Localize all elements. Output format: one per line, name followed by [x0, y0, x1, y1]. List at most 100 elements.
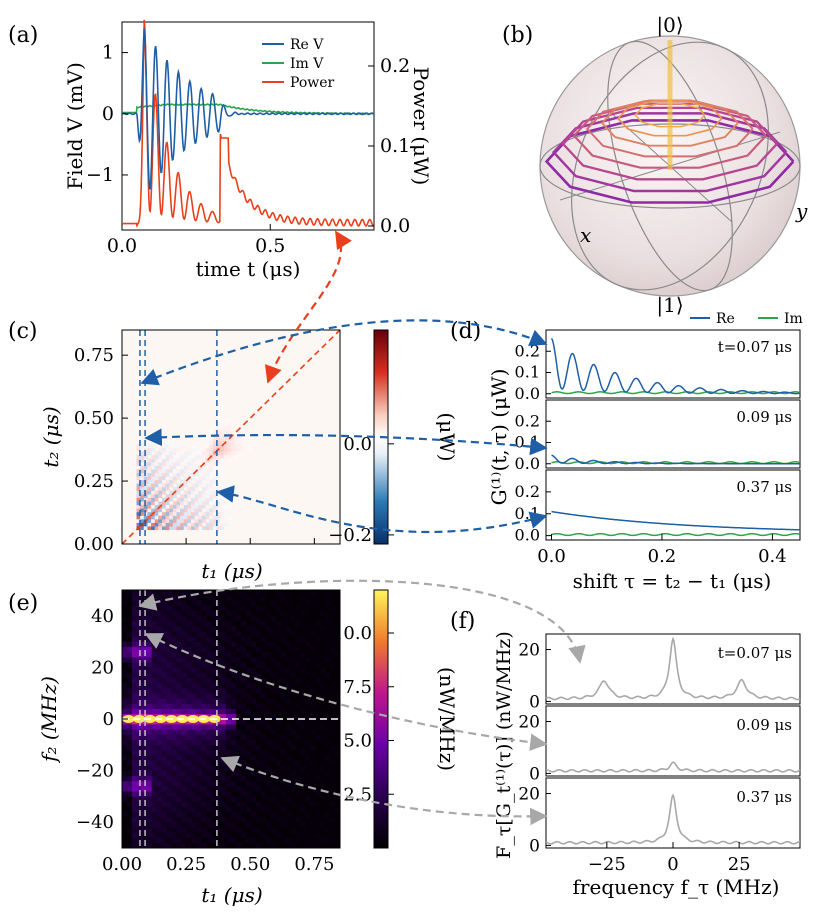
panel-e-heatmap-cell [151, 672, 157, 679]
panel-c-heatmap-cell [136, 479, 141, 484]
panel-e-heatmap-cell [305, 811, 311, 818]
panel-e-heatmap-cell [255, 817, 262, 823]
panel-c-heatmap-cell [201, 511, 206, 516]
panel-c-heatmap-cell [205, 497, 210, 502]
panel-e-heatmap-cell [295, 734, 301, 740]
panel-c-heatmap-cell [158, 511, 163, 516]
panel-e-heatmap-cell [285, 657, 291, 663]
panel-c-heatmap-cell [165, 444, 170, 448]
panel-e-heatmap-cell [176, 724, 182, 730]
panel-e-heatmap-cell [161, 667, 167, 673]
panel-e-heatmap-cell [186, 667, 192, 673]
panel-e-heatmap-cell [235, 827, 242, 833]
panel-c-heatmap-cell [220, 437, 225, 441]
panel-c-heatmap-cell [194, 472, 199, 477]
panel-e-heatmap-cell [231, 631, 237, 637]
panel-e-heatmap-cell [206, 791, 212, 797]
panel-e-heatmap-cell [250, 796, 257, 802]
panel-e-heatmap-cell [166, 827, 172, 833]
panel-e-heatmap-cell [260, 651, 266, 658]
panel-e-heatmap-cell [216, 590, 222, 596]
panel-e-heatmap-cell [151, 620, 157, 627]
panel-c-heatmap-cell [172, 454, 177, 459]
panel-e-heatmap-cell [231, 770, 237, 777]
panel-c-heatmap-cell [151, 501, 155, 506]
panel-e-heatmap-cell [255, 775, 262, 782]
panel-c-heatmap-cell [205, 490, 210, 495]
panel-c-heatmap-cell [140, 454, 145, 459]
panel-e-heatmap-cell [122, 734, 128, 740]
panel-e-heatmap-cell [240, 595, 247, 601]
panel-e-heatmap-cell [176, 842, 182, 849]
panel-e-heatmap-cell [250, 657, 257, 663]
panel-e-heatmap-cell [226, 739, 232, 746]
panel-e-heatmap-cell [176, 590, 182, 596]
panel-e-heatmap-cell [211, 744, 217, 751]
panel-c-heatmap-cell [209, 437, 214, 441]
panel-e-heatmap-cell [231, 626, 237, 632]
panel-e-heatmap-cell [325, 770, 331, 777]
panel-c-heatmap-cell [136, 515, 141, 520]
panel-e-heatmap-cell [171, 806, 177, 813]
panel-c-heatmap-cell [180, 479, 185, 484]
panel-e-heatmap-cell [126, 827, 133, 833]
panel-e-heatmap-cell [176, 688, 182, 694]
bloch-trajectory-ring [634, 102, 706, 128]
panel-e-heatmap-cell [300, 749, 306, 756]
panel-e-heatmap-cell [325, 827, 331, 833]
panel-e-heatmap-cell [131, 749, 138, 756]
panel-e-heatmap-cell [176, 729, 182, 735]
panel-e-heatmap-cell [240, 590, 247, 596]
panel-e-heatmap-cell [186, 677, 192, 684]
panel-e-heatmap-cell [295, 636, 301, 642]
panel-c-heatmap-cell [147, 461, 152, 466]
panel-e-heatmap-cell [280, 667, 286, 673]
panel-e-heatmap-cell [176, 817, 182, 823]
panel-e-heatmap-cell [131, 827, 138, 833]
panel-e-heatmap-cell [275, 734, 281, 740]
panel-e-heatmap-cell [191, 832, 197, 838]
panel-e-heatmap-cell [201, 739, 207, 746]
panel-e-heatmap-cell [250, 615, 257, 622]
panel-c-heatmap-cell [209, 479, 214, 484]
panel-e-heatmap-cell [171, 837, 177, 844]
panel-e-heatmap-cell [161, 749, 167, 756]
panel-e-heatmap-cell [171, 682, 177, 689]
panel-c-chart: 0.000.250.500.75 t₁ (μs) t₂ (μs) 0.0−0.2… [39, 329, 459, 583]
panel-e-heatmap-cell [290, 801, 296, 808]
panel-c-heatmap-cell [238, 451, 243, 456]
panel-e-heatmap-cell [240, 832, 247, 838]
panel-e-heatmap-cell [231, 641, 237, 648]
panel-e-heatmap-cell [171, 796, 177, 802]
panel-e-heatmap-cell [196, 780, 202, 787]
panel-e-heatmap-cell [186, 615, 192, 622]
panel-e-heatmap-cell [226, 765, 232, 771]
panel-e-heatmap-cell [171, 775, 177, 782]
panel-e-heatmap-cell [126, 672, 133, 679]
panel-e-heatmap-cell [295, 620, 301, 627]
panel-c-heatmap-cell [136, 440, 141, 445]
panel-e-heatmap-cell [325, 600, 331, 606]
panel-e-heatmap-cell [131, 775, 138, 782]
panel-e-heatmap-cell [126, 677, 133, 684]
panel-e-heatmap-cell [181, 842, 187, 849]
panel-e-heatmap-cell [136, 806, 143, 813]
panel-e-heatmap-cell [156, 770, 162, 777]
panel-e-heatmap-cell [171, 827, 177, 833]
panel-c-heatmap-cell [172, 515, 177, 520]
panel-e-heatmap-cell [206, 641, 212, 648]
panel-c-heatmap-cell [212, 515, 217, 520]
panel-f-ytick-label: 0 [529, 764, 540, 784]
panel-e-heatmap-cell [226, 641, 232, 648]
panel-c-heatmap-cell [241, 444, 246, 448]
panel-c-heatmap-cell [205, 504, 210, 509]
panel-c-heatmap-cell [223, 519, 228, 523]
panel-e-heatmap-cell [201, 775, 207, 782]
panel-c-heatmap-cell [194, 526, 199, 531]
panel-e-heatmap-cell [250, 770, 257, 777]
panel-e-heatmap-cell [211, 708, 217, 715]
panel-c-heatmap-cell [140, 515, 145, 520]
panel-c-heatmap-cell [172, 479, 177, 484]
panel-e-heatmap-cell [171, 786, 177, 792]
panel-e-heatmap-cell [305, 796, 311, 802]
